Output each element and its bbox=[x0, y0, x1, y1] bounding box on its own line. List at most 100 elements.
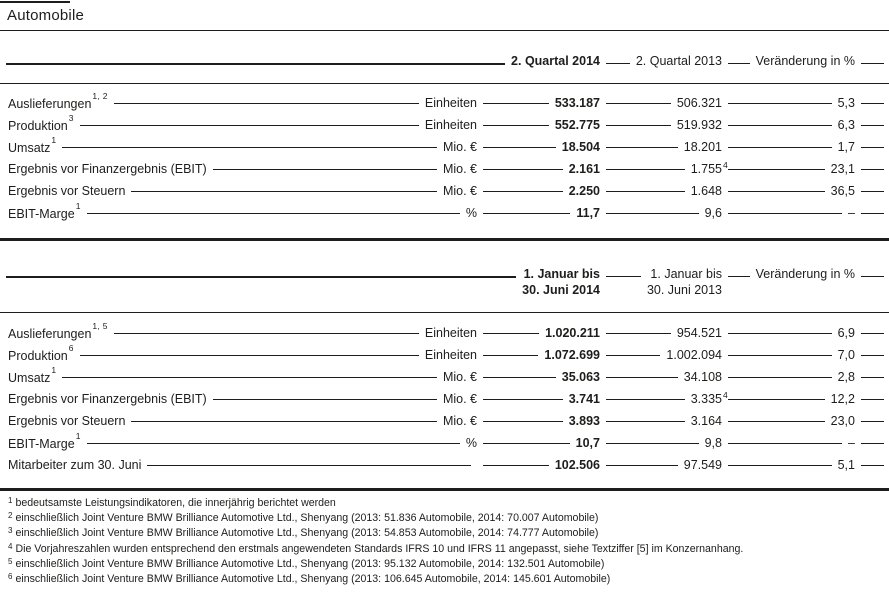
leader-line bbox=[483, 332, 540, 334]
row-left-segment: Ergebnis vor Finanzergebnis (EBIT) Mio. € bbox=[8, 392, 477, 406]
leader-line bbox=[483, 376, 556, 378]
row-unit: % bbox=[465, 206, 477, 220]
leader-line bbox=[728, 276, 750, 277]
footnote: 2 einschließlich Joint Venture BMW Brilli… bbox=[8, 511, 881, 526]
row-unit: Mio. € bbox=[442, 140, 477, 154]
footnote: 3 einschließlich Joint Venture BMW Brilli… bbox=[8, 526, 881, 541]
row-left-segment: Ergebnis vor Steuern Mio. € bbox=[8, 414, 477, 428]
cell-2013: 34.108 bbox=[600, 370, 722, 384]
row-label: Mitarbeiter zum 30. Juni bbox=[8, 458, 142, 472]
row-unit: Einheiten bbox=[424, 96, 477, 110]
footnote: 5 einschließlich Joint Venture BMW Brilli… bbox=[8, 557, 881, 572]
value-2014: 552.775 bbox=[554, 118, 600, 132]
footnote-text: einschließlich Joint Venture BMW Brillia… bbox=[15, 557, 605, 570]
footnote-ref: 3 bbox=[68, 112, 74, 123]
leader-line bbox=[728, 398, 825, 400]
column-header-change: Veränderung in % bbox=[722, 266, 855, 282]
halfyear-table-header: 1. Januar bis 30. Juni 2014 1. Januar bis 3… bbox=[0, 263, 889, 298]
leader-line bbox=[728, 124, 832, 126]
quarter-table-rows: Auslieferungen1, 2 Einheiten 533.187 506.32… bbox=[0, 90, 889, 224]
row-unit: Mio. € bbox=[442, 184, 477, 198]
cell-change: 7,0 bbox=[722, 348, 855, 362]
value-2013: 18.201 bbox=[683, 140, 722, 154]
cell-change: 6,9 bbox=[722, 326, 855, 340]
halfyear-table-rows: Auslieferungen1, 5 Einheiten 1.020.211 954.… bbox=[0, 321, 889, 476]
leader-line bbox=[606, 354, 661, 356]
row-left-segment: Umsatz1 Mio. € bbox=[8, 134, 477, 156]
row-left-segment: Produktion3 Einheiten bbox=[8, 113, 477, 133]
cell-change: 12,2 bbox=[722, 392, 855, 406]
footnote-text: Die Vorjahreszahlen wurden entsprechend … bbox=[15, 542, 744, 555]
value-2014: 533.187 bbox=[554, 96, 600, 110]
cell-2014: 102.506 bbox=[477, 458, 600, 472]
header-line: 30. Juni 2014 bbox=[522, 283, 600, 297]
value-change: – bbox=[848, 436, 855, 450]
header-line: 30. Juni 2013 bbox=[646, 283, 722, 297]
leader-line bbox=[861, 63, 884, 64]
value-2013: 97.549 bbox=[683, 458, 722, 472]
leader-line bbox=[483, 168, 563, 170]
table-row: Ergebnis vor Finanzergebnis (EBIT) Mio. €… bbox=[0, 388, 889, 410]
leader-line bbox=[861, 442, 884, 444]
page-title: Automobile bbox=[7, 7, 85, 24]
leader-line bbox=[728, 146, 832, 148]
leader-line bbox=[79, 354, 419, 356]
leader-line bbox=[606, 102, 671, 104]
column-header-2013: 1. Januar bis 30. Juni 2013 bbox=[600, 266, 722, 298]
leader-line bbox=[86, 442, 460, 444]
table-row: Ergebnis vor Finanzergebnis (EBIT) Mio. €… bbox=[0, 158, 889, 180]
cell-2013: 9,6 bbox=[600, 206, 722, 220]
footnote-ref: 1 bbox=[75, 430, 81, 441]
leader-line bbox=[606, 442, 699, 444]
header-line: 1. Januar bis bbox=[650, 267, 722, 281]
row-label: EBIT-Marge1 bbox=[8, 430, 81, 452]
header-line: Veränderung in % bbox=[755, 267, 855, 281]
footnote-ref: 1 bbox=[51, 364, 57, 375]
leader-line bbox=[483, 212, 571, 214]
value-2014: 2.250 bbox=[568, 184, 600, 198]
leader-line bbox=[861, 212, 884, 214]
cell-2013: 3.335 4 bbox=[600, 390, 728, 406]
column-header-change: Veränderung in % bbox=[722, 53, 855, 69]
value-change: 23,1 bbox=[830, 162, 855, 176]
leader-line bbox=[606, 124, 671, 126]
header-text: 1. Januar bis 30. Juni 2013 bbox=[647, 266, 722, 298]
cell-2013: 1.648 bbox=[600, 184, 722, 198]
cell-2014: 2.250 bbox=[477, 184, 600, 198]
horizontal-rule bbox=[0, 30, 889, 31]
table-row: Umsatz1 Mio. € 35.063 34.108 2,8 bbox=[0, 364, 889, 388]
leader-line bbox=[861, 376, 884, 378]
footnote-marker: 1 bbox=[8, 496, 13, 505]
footnote-ref: 1, 2 bbox=[92, 90, 108, 101]
header-text: Veränderung in % bbox=[756, 53, 855, 69]
row-unit: Einheiten bbox=[424, 326, 477, 340]
value-2013: 506.321 bbox=[676, 96, 722, 110]
leader-line bbox=[606, 168, 685, 170]
leader-line bbox=[606, 212, 699, 214]
leader-line bbox=[483, 464, 549, 466]
row-unit: Einheiten bbox=[424, 118, 477, 132]
value-2013: 519.932 bbox=[676, 118, 722, 132]
cell-change: 5,3 bbox=[722, 96, 855, 110]
cell-2014: 35.063 bbox=[477, 370, 600, 384]
leader-line bbox=[861, 146, 884, 148]
leader-line bbox=[861, 102, 884, 104]
leader-line bbox=[606, 332, 671, 334]
cell-2013: 1.002.094 bbox=[600, 348, 722, 362]
leader-line bbox=[861, 190, 884, 192]
row-label: Umsatz1 bbox=[8, 364, 57, 386]
cell-change: 23,0 bbox=[722, 414, 855, 428]
footnote-text: einschließlich Joint Venture BMW Brillia… bbox=[15, 527, 599, 540]
top-short-rule bbox=[0, 1, 70, 3]
table-row: Ergebnis vor Steuern Mio. € 3.893 3.164 23,0 bbox=[0, 410, 889, 432]
row-label: Ergebnis vor Finanzergebnis (EBIT) bbox=[8, 392, 207, 406]
leader-line bbox=[86, 212, 460, 214]
footnote: 1 bedeutsamste Leistungsindikatoren, die … bbox=[8, 496, 881, 511]
value-change: 1,7 bbox=[837, 140, 855, 154]
leader-line bbox=[483, 398, 563, 400]
row-label: Auslieferungen1, 2 bbox=[8, 90, 108, 112]
row-left-segment: Umsatz1 Mio. € bbox=[8, 364, 477, 386]
row-label: Umsatz1 bbox=[8, 134, 57, 156]
header-text: 2. Quartal 2013 bbox=[636, 53, 722, 69]
cell-2013: 954.521 bbox=[600, 326, 722, 340]
